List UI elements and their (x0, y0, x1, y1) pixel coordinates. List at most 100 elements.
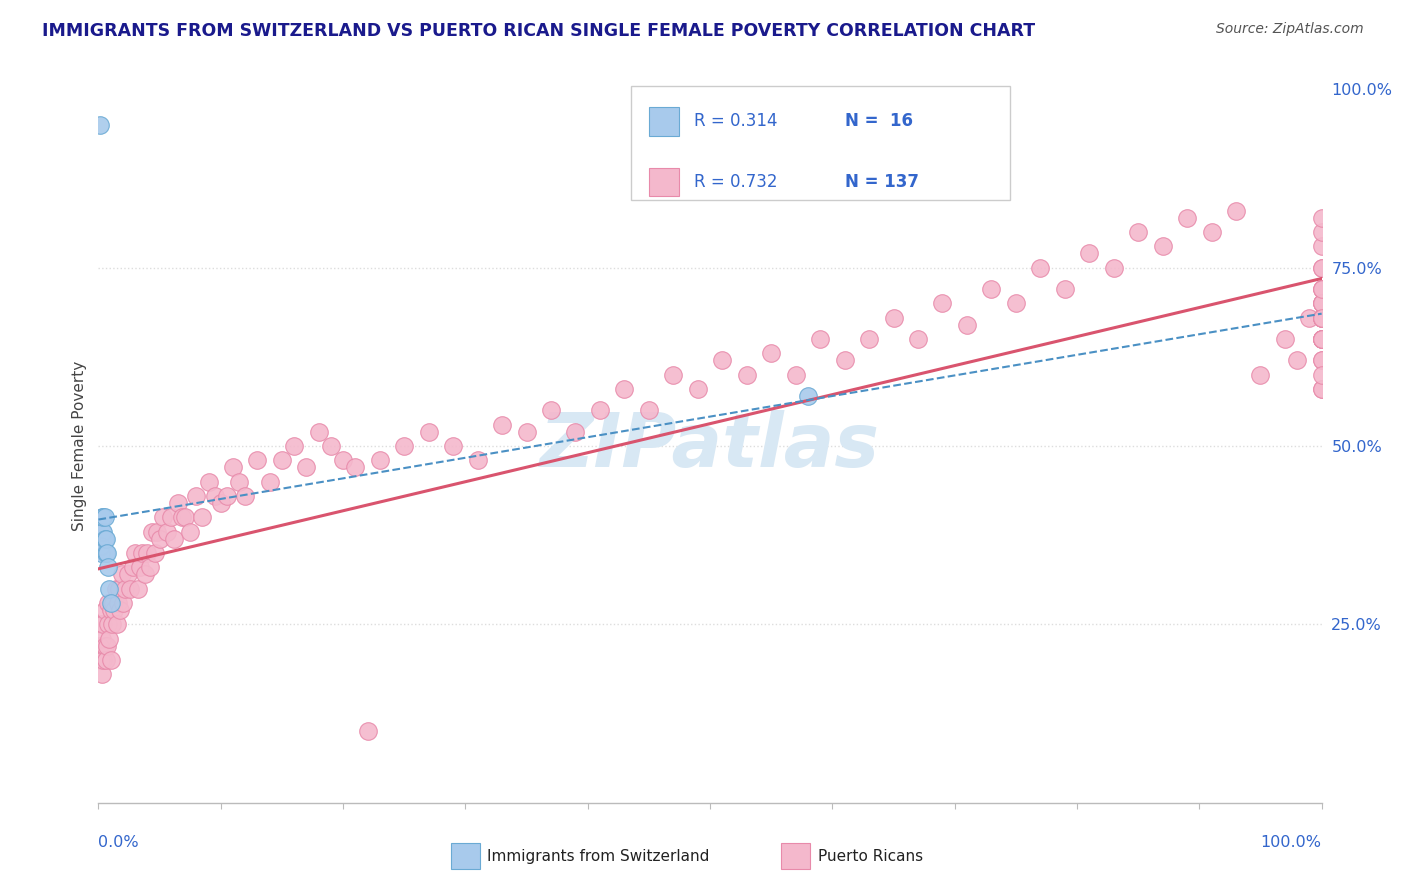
Point (114, 582, 136, 596)
Point (980, 282, 1002, 296)
Point (111, 567, 134, 582)
Point (93, 532, 115, 546)
Point (797, 389, 820, 403)
Point (94, 653, 117, 667)
Point (197, 475, 219, 489)
Point (418, 425, 440, 439)
Text: R = 0.732: R = 0.732 (695, 173, 778, 191)
Point (129, 560, 152, 574)
Point (1310, 353, 1333, 368)
Point (136, 546, 159, 560)
Point (638, 403, 661, 417)
Point (1310, 332, 1333, 346)
Point (1310, 382, 1333, 396)
Point (1225, 203, 1247, 218)
Point (931, 296, 953, 310)
Point (1310, 282, 1333, 296)
Point (711, 353, 734, 368)
Point (1310, 310, 1333, 325)
Text: IMMIGRANTS FROM SWITZERLAND VS PUERTO RICAN SINGLE FEMALE POVERTY CORRELATION CH: IMMIGRANTS FROM SWITZERLAND VS PUERTO RI… (42, 22, 1035, 40)
Point (97, 617, 120, 632)
Point (215, 489, 238, 503)
Point (883, 310, 905, 325)
Point (105, 617, 128, 632)
Point (1310, 225, 1333, 239)
Point (1298, 310, 1320, 325)
Point (96, 639, 118, 653)
Point (259, 475, 281, 489)
Point (111, 596, 134, 610)
Point (94, 546, 117, 560)
Point (515, 425, 537, 439)
Point (1310, 296, 1333, 310)
Point (146, 524, 169, 539)
Point (834, 353, 856, 368)
Text: 100.0%: 100.0% (1261, 835, 1322, 850)
Point (956, 318, 979, 332)
Point (491, 417, 513, 432)
Point (100, 603, 122, 617)
Point (1310, 296, 1333, 310)
Point (332, 453, 354, 467)
Point (1310, 332, 1333, 346)
Point (143, 546, 166, 560)
Text: N = 137: N = 137 (845, 173, 918, 191)
Point (308, 425, 330, 439)
Point (1310, 310, 1333, 325)
Point (735, 368, 758, 382)
Point (761, 346, 783, 360)
Bar (780, 844, 810, 869)
Point (233, 489, 256, 503)
Point (540, 403, 562, 417)
Point (1310, 310, 1333, 325)
FancyBboxPatch shape (630, 86, 1010, 200)
Point (222, 460, 245, 475)
Point (1310, 260, 1333, 275)
Point (1310, 353, 1333, 368)
Point (356, 724, 378, 739)
Point (1310, 332, 1333, 346)
Point (1310, 382, 1333, 396)
Point (97, 596, 120, 610)
Point (107, 596, 129, 610)
Point (191, 510, 214, 524)
Point (1310, 310, 1333, 325)
Point (186, 489, 208, 503)
Point (392, 439, 416, 453)
Text: Puerto Ricans: Puerto Ricans (818, 849, 922, 863)
Point (1310, 332, 1333, 346)
Point (91, 524, 114, 539)
Point (179, 524, 201, 539)
Point (808, 332, 831, 346)
Point (124, 546, 146, 560)
Point (1310, 332, 1333, 346)
Point (170, 510, 193, 524)
Point (1286, 353, 1309, 368)
Point (103, 603, 125, 617)
Point (1310, 368, 1333, 382)
Text: 0.0%: 0.0% (98, 835, 139, 850)
Point (589, 403, 612, 417)
Point (94, 532, 117, 546)
Point (120, 582, 142, 596)
Point (1310, 296, 1333, 310)
Text: Source: ZipAtlas.com: Source: ZipAtlas.com (1216, 22, 1364, 37)
Point (686, 382, 709, 396)
Point (139, 560, 162, 574)
Point (564, 425, 586, 439)
Point (174, 510, 197, 524)
Point (98, 582, 121, 596)
Point (149, 532, 172, 546)
Text: N =  16: N = 16 (845, 112, 912, 130)
Point (1004, 296, 1026, 310)
Point (246, 453, 269, 467)
Point (156, 524, 179, 539)
Point (1310, 310, 1333, 325)
Point (90, 539, 112, 553)
Bar (650, 107, 679, 136)
Point (91, 617, 114, 632)
Point (97, 560, 120, 574)
Bar (650, 168, 679, 196)
Point (91, 667, 114, 681)
Point (1310, 282, 1333, 296)
